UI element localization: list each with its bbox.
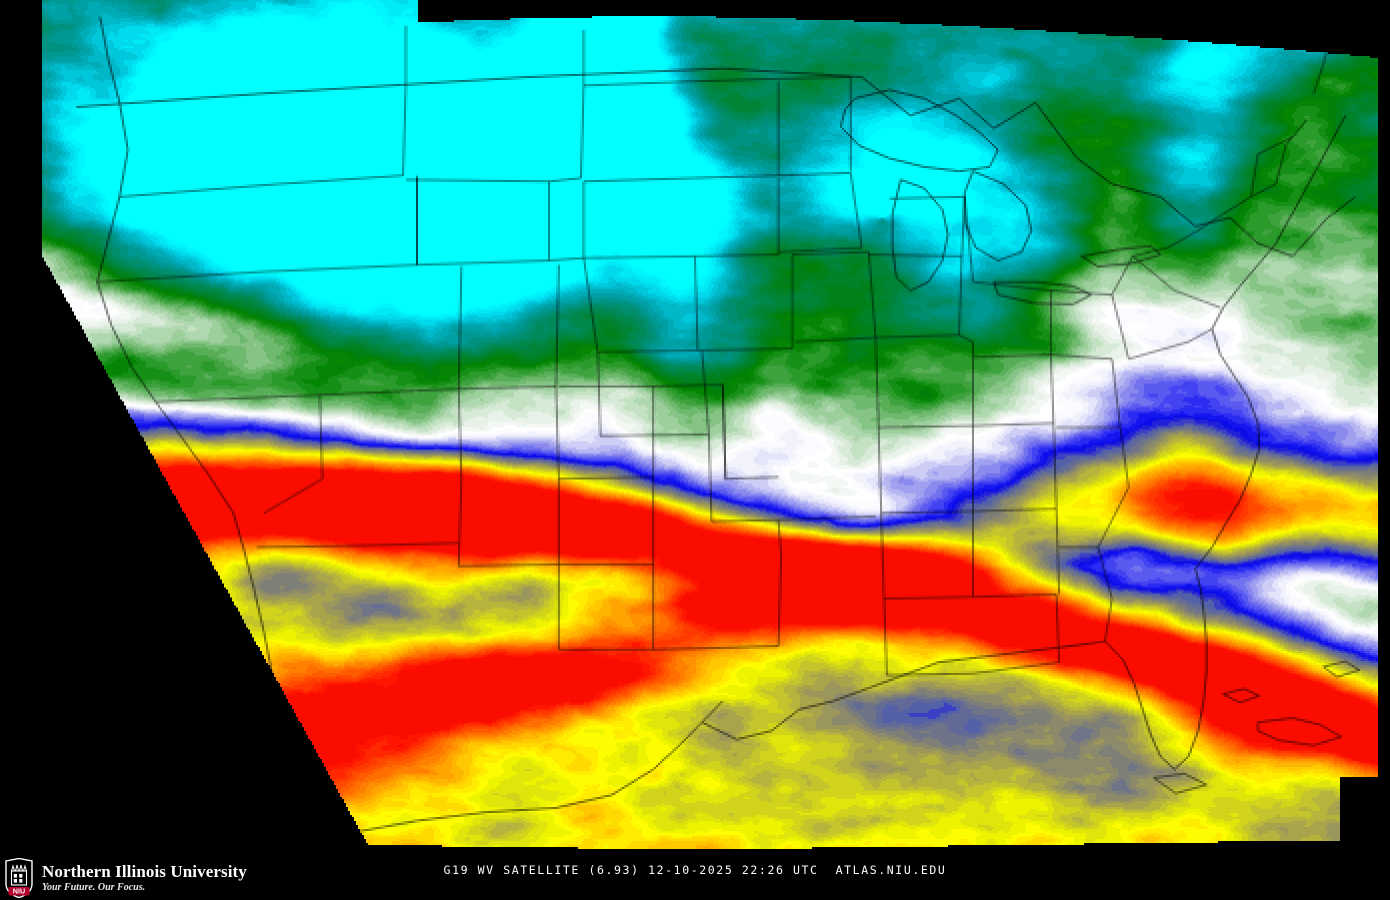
water-vapor-imagery[interactable] — [0, 0, 1390, 855]
footer-bar: NIU Northern Illinois University Your Fu… — [0, 855, 1390, 900]
niu-shield-label: NIU — [13, 887, 25, 896]
university-name: Northern Illinois University — [42, 862, 247, 881]
niu-logo: NIU Northern Illinois University Your Fu… — [4, 857, 247, 899]
niu-shield-icon: NIU — [4, 857, 34, 899]
image-caption: G19 WV SATELLITE (6.93) 12-10-2025 22:26… — [443, 863, 947, 877]
university-tagline: Your Future. Our Focus. — [42, 882, 146, 893]
satellite-image-panel[interactable] — [0, 0, 1390, 855]
